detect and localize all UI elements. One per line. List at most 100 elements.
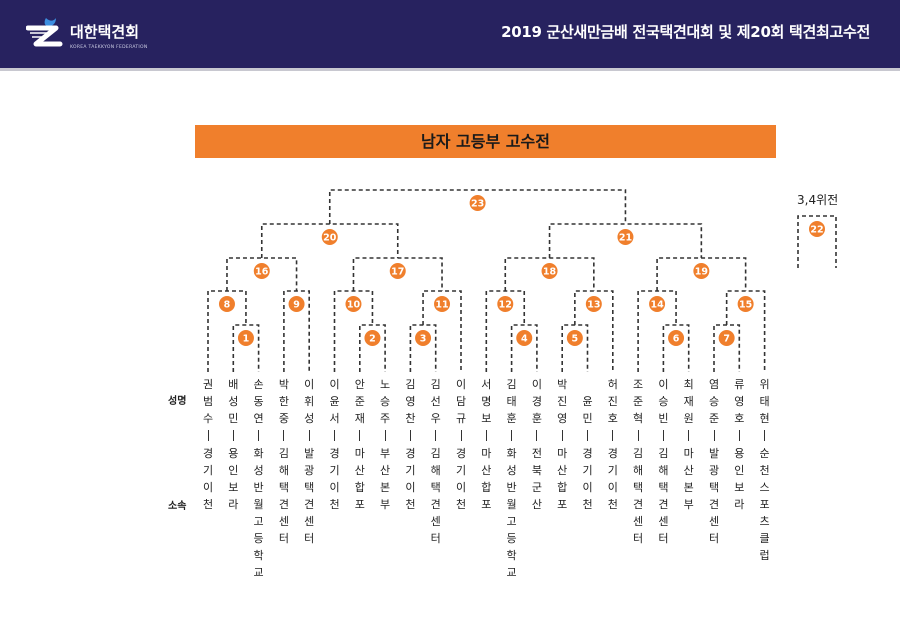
divider (561, 430, 563, 441)
divider (688, 430, 690, 441)
header-bar: 대한택견회 KOREA TAEKKYON FEDERATION 2019 군산새… (0, 0, 900, 71)
player-affiliation: 발광택견센터 (304, 447, 315, 545)
player-name-box: 박진영 (556, 376, 568, 427)
divider (738, 430, 740, 441)
divider (359, 430, 361, 441)
match-number-badge (649, 296, 666, 312)
player-affiliation: 마산합포 (481, 447, 492, 511)
match-number-badge (737, 296, 754, 312)
match-number-badge (585, 296, 602, 312)
match-number-badge (389, 263, 406, 279)
match-number: 12 (499, 300, 512, 311)
player-name: 박진영 (557, 378, 568, 425)
player-entry: 노승주 부산본부 (378, 376, 392, 513)
match-number: 18 (543, 267, 557, 278)
match-number-badge (218, 296, 235, 312)
divider (384, 430, 386, 441)
player-name: 이담규 (455, 378, 467, 425)
player-name-box: 배성민 (227, 376, 239, 427)
player-name-box: 서명보 (480, 376, 492, 427)
player-affiliation: 용인보라 (734, 447, 745, 511)
match-number-badge (237, 330, 254, 346)
match-number: 4 (521, 334, 528, 345)
player-affiliation: 김해택견센터 (658, 447, 669, 545)
player-affiliation: 경기이천 (405, 447, 416, 511)
name-row-label: 성명 (168, 396, 187, 407)
divider (485, 430, 487, 441)
match-number: 8 (224, 300, 231, 311)
player-affiliation: 화성반월고등학교 (506, 447, 517, 579)
federation-logo: 대한택견회 KOREA TAEKKYON FEDERATION (25, 16, 176, 56)
match-number: 23 (471, 199, 484, 210)
player-name-box: 최재원 (683, 376, 695, 427)
match-number: 1 (243, 334, 250, 345)
match-number-badge (617, 229, 634, 245)
match-number: 11 (435, 300, 448, 311)
match-number: 9 (293, 300, 300, 311)
player-affiliation: 마산합포 (354, 447, 365, 511)
player-name: 김선우 (430, 378, 441, 425)
divider (308, 430, 310, 441)
player-entry: 안준재 마산합포 (353, 376, 367, 513)
player-name-box: 이휘성 (303, 376, 315, 427)
divider (460, 430, 462, 441)
player-affiliation: 발광택견센터 (708, 447, 720, 545)
player-name: 염승준 (708, 378, 720, 425)
match-number: 22 (810, 225, 823, 236)
match-number-badge (321, 229, 338, 245)
divider (536, 430, 538, 441)
player-entry: 허진호 경기이천 (606, 376, 620, 513)
player-affiliation: 순천스포츠클럽 (759, 447, 770, 562)
division-banner: 남자 고등부 고수전 (195, 125, 776, 158)
match-6-connector (662, 324, 690, 372)
divider (764, 430, 766, 441)
player-name: 권범수 (202, 378, 214, 425)
match-number-badge (809, 221, 825, 237)
division-title: 남자 고등부 고수전 (421, 131, 550, 151)
player-affiliation: 마산합포 (557, 447, 568, 511)
divider (662, 430, 664, 441)
player-name-box: 김선우 (430, 376, 442, 427)
player-name: 이윤서 (329, 378, 340, 425)
divider (637, 430, 639, 441)
player-affiliation: 김해택견센터 (278, 447, 289, 545)
player-name: 조준혁 (633, 378, 644, 425)
match-number-badge (693, 263, 710, 279)
match-number-badge (469, 195, 486, 211)
player-name-box: 염승준 (708, 376, 720, 427)
logo-subtext: KOREA TAEKKYON FEDERATION (70, 45, 148, 50)
match-number-badge (497, 296, 514, 312)
player-entry: 이경훈 전북군산 (530, 376, 544, 513)
player-name: 이승빈 (658, 378, 669, 425)
divider (207, 430, 209, 441)
match-number-badge (345, 296, 362, 312)
match-number: 6 (673, 334, 680, 345)
player-name: 류영호 (734, 378, 745, 425)
player-affiliation: 용인보라 (228, 447, 239, 511)
player-entry: 이담규 경기이천 (454, 376, 468, 513)
match-16-connector (226, 257, 298, 291)
player-name: 노승주 (380, 378, 391, 425)
player-name: 최재원 (683, 378, 694, 425)
match-23-connector (328, 189, 627, 224)
match-number-badge (415, 330, 432, 346)
player-name-box: 김태훈 (506, 376, 518, 427)
match-number: 10 (347, 300, 361, 311)
player-affiliation: 경기이천 (582, 447, 593, 511)
match-number: 5 (572, 334, 579, 345)
match-number-badge (516, 330, 533, 346)
divider (409, 430, 411, 441)
divider (511, 430, 513, 441)
match-4-connector (510, 324, 538, 372)
player-affiliation: 김해택견센터 (633, 447, 644, 545)
player-affiliation: 마산본부 (683, 447, 694, 511)
player-entry: 권범수 경기이천 (201, 376, 215, 513)
player-name-box: 이담규 (455, 376, 467, 427)
match-number: 3 (420, 334, 427, 345)
player-name-box: 이승빈 (657, 376, 669, 427)
player-name: 허진호 (607, 378, 618, 425)
divider (283, 430, 285, 441)
player-name-box: 박한중 (278, 376, 290, 427)
